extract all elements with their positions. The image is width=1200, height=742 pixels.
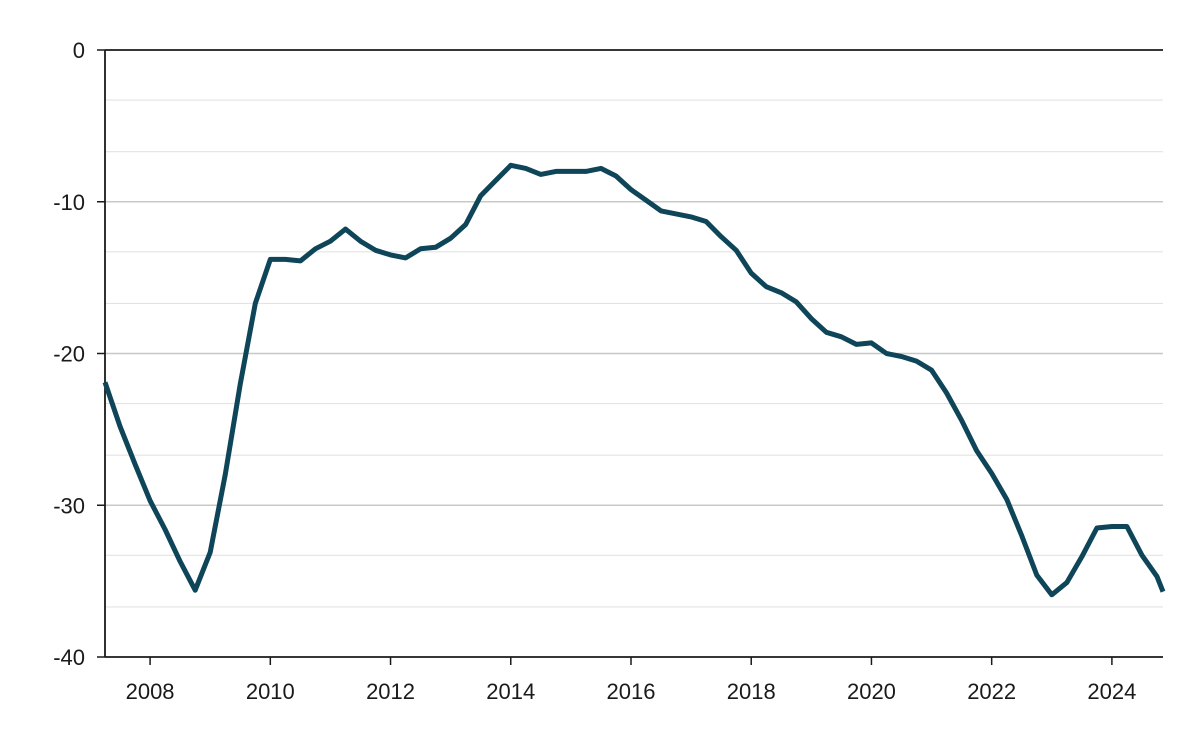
x-tick-label: 2020 bbox=[847, 679, 896, 704]
x-tick-label: 2016 bbox=[607, 679, 656, 704]
y-tick-label: -40 bbox=[53, 645, 85, 670]
axes bbox=[97, 49, 1163, 665]
series-line bbox=[102, 162, 1166, 598]
x-tick-label: 2008 bbox=[126, 679, 175, 704]
y-tick-label: 0 bbox=[73, 38, 85, 63]
x-tick-label: 2010 bbox=[246, 679, 295, 704]
gridlines bbox=[105, 99, 1163, 608]
x-tick-label: 2014 bbox=[486, 679, 535, 704]
x-tick-label: 2024 bbox=[1087, 679, 1136, 704]
y-tick-label: -30 bbox=[53, 493, 85, 518]
x-tick-label: 2022 bbox=[967, 679, 1016, 704]
y-tick-label: -10 bbox=[53, 190, 85, 215]
x-tick-label: 2012 bbox=[366, 679, 415, 704]
y-tick-label: -20 bbox=[53, 342, 85, 367]
tick-labels: 0 -10 -20 -30 -40 2008 2010 2012 2014 2016 2018 202… bbox=[53, 38, 1136, 704]
series-layer bbox=[102, 162, 1166, 598]
x-tick-label: 2018 bbox=[727, 679, 776, 704]
